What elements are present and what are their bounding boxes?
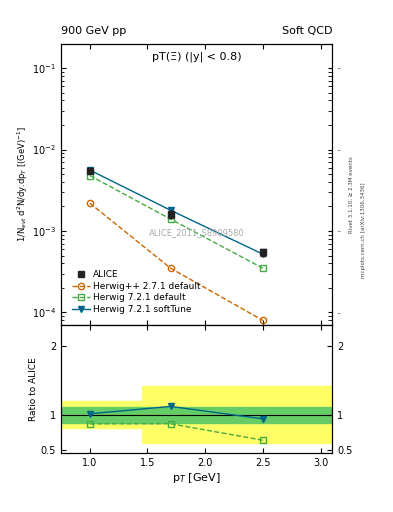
Text: pT(Ξ) (|y| < 0.8): pT(Ξ) (|y| < 0.8)	[152, 52, 241, 62]
Text: mcplots.cern.ch [arXiv:1306.3436]: mcplots.cern.ch [arXiv:1306.3436]	[361, 183, 366, 278]
Legend: ALICE, Herwig++ 2.7.1 default, Herwig 7.2.1 default, Herwig 7.2.1 softTune: ALICE, Herwig++ 2.7.1 default, Herwig 7.…	[68, 266, 205, 318]
Text: Rivet 3.1.10, ≥ 2.3M events: Rivet 3.1.10, ≥ 2.3M events	[349, 156, 354, 233]
Y-axis label: Ratio to ALICE: Ratio to ALICE	[29, 357, 38, 421]
Text: 900 GeV pp: 900 GeV pp	[61, 26, 126, 36]
Y-axis label: 1/N$_{evt}$ d$^2$N/dy.dp$_T$ [(GeV)$^{-1}$]: 1/N$_{evt}$ d$^2$N/dy.dp$_T$ [(GeV)$^{-1…	[16, 126, 31, 242]
Text: ALICE_2011_S8909580: ALICE_2011_S8909580	[149, 228, 244, 237]
Text: Soft QCD: Soft QCD	[282, 26, 332, 36]
X-axis label: p$_T$ [GeV]: p$_T$ [GeV]	[172, 471, 221, 485]
